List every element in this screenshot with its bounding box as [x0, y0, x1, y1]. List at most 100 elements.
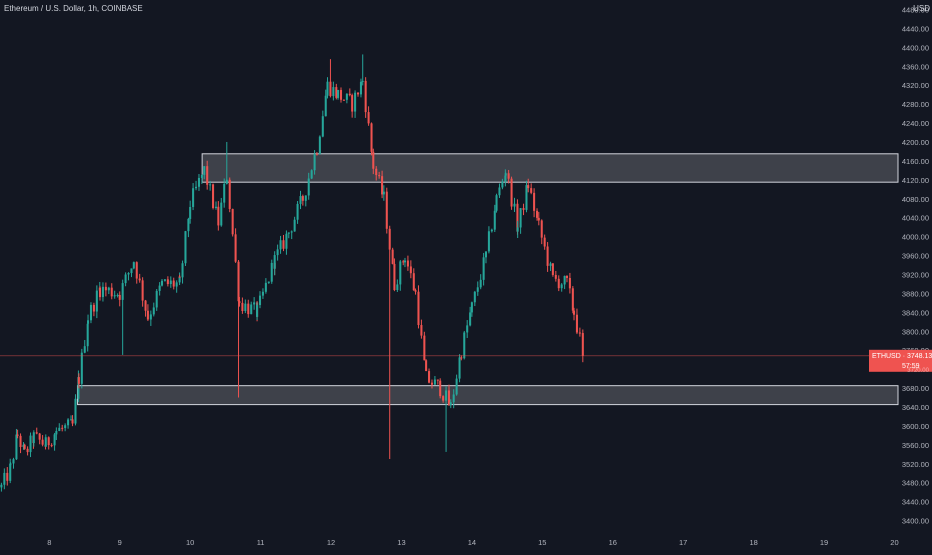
candle	[141, 277, 144, 307]
candle	[332, 81, 335, 101]
x-tick-label: 9	[118, 538, 122, 547]
candle	[55, 427, 58, 441]
candle-body	[152, 307, 155, 315]
candle-body	[537, 217, 540, 221]
candle-body	[175, 282, 178, 287]
candle-body	[234, 234, 237, 262]
x-tick-label: 20	[890, 538, 898, 547]
candle	[513, 197, 516, 212]
candle-body	[121, 283, 124, 300]
candle-body	[367, 112, 370, 124]
y-tick-label: 4200.00	[902, 138, 929, 147]
candle-body	[476, 287, 479, 292]
candle	[169, 276, 172, 288]
candle	[301, 194, 304, 206]
candle	[35, 427, 38, 435]
candle	[203, 166, 206, 180]
candle-body	[354, 92, 357, 112]
candle	[445, 386, 448, 452]
y-tick-label: 4400.00	[902, 43, 929, 52]
candle	[563, 275, 566, 290]
candle-body	[158, 285, 161, 291]
resistance-zone[interactable]	[201, 153, 899, 183]
candle	[372, 148, 375, 175]
y-tick-label: 4080.00	[902, 195, 929, 204]
candle-body	[160, 280, 164, 286]
candle	[87, 314, 90, 326]
candle	[172, 277, 175, 290]
candle	[304, 195, 307, 207]
candle	[121, 279, 124, 355]
candle	[41, 435, 44, 447]
candle	[26, 446, 29, 456]
candle	[479, 274, 482, 290]
y-tick-label: 3840.00	[902, 308, 929, 317]
candle	[256, 302, 259, 320]
candle-body	[98, 287, 102, 298]
candle	[29, 432, 32, 458]
candle-body	[391, 249, 394, 264]
candle	[149, 310, 152, 326]
candle-body	[12, 459, 15, 464]
candle	[385, 187, 388, 234]
candle-body	[181, 263, 184, 278]
candle	[403, 257, 407, 268]
candle-body	[487, 231, 490, 252]
candle-body	[304, 195, 307, 201]
candle	[178, 272, 181, 286]
candle	[364, 77, 367, 118]
candle	[282, 234, 285, 252]
candle	[525, 180, 528, 213]
candle-body	[527, 185, 530, 189]
candle-body	[144, 300, 147, 311]
y-tick-label: 4480.00	[902, 5, 929, 14]
candle-body	[267, 281, 270, 283]
candle-body	[22, 444, 25, 448]
candle-body	[107, 287, 110, 291]
y-tick-label: 4240.00	[902, 119, 929, 128]
candle	[32, 430, 35, 447]
candle	[527, 178, 530, 193]
candle-body	[16, 434, 19, 436]
candle-body	[89, 304, 93, 321]
candle	[490, 228, 493, 233]
candle-body	[138, 278, 141, 281]
candle	[396, 279, 399, 292]
candle	[439, 378, 442, 399]
candle-body	[124, 274, 127, 284]
candle	[144, 299, 147, 317]
candle	[241, 297, 244, 314]
candle-body	[406, 260, 409, 267]
candle	[470, 301, 473, 317]
candle	[276, 244, 279, 261]
candle-body	[402, 261, 405, 263]
candle-body	[41, 439, 44, 445]
candle	[225, 141, 228, 185]
candle	[324, 89, 327, 117]
candle-body	[9, 463, 12, 481]
support-zone[interactable]	[76, 385, 899, 406]
candle-body	[214, 206, 218, 208]
candle	[375, 166, 378, 181]
candle-body	[101, 286, 104, 298]
candle	[38, 432, 41, 445]
candle-body	[321, 116, 324, 137]
candle	[452, 389, 455, 409]
candle	[504, 172, 507, 181]
candle	[0, 482, 3, 492]
candle-body	[307, 178, 310, 196]
candle-body	[200, 174, 203, 178]
candle	[342, 99, 345, 101]
candle-body	[433, 379, 436, 385]
candle	[433, 376, 436, 385]
candle-body	[6, 472, 9, 481]
y-tick-label: 4120.00	[902, 176, 929, 185]
candle-body	[382, 191, 385, 195]
candle	[200, 174, 203, 184]
candle	[420, 319, 423, 339]
y-tick-label: 3960.00	[902, 252, 929, 261]
candle-body	[50, 445, 53, 447]
candle	[307, 172, 310, 200]
